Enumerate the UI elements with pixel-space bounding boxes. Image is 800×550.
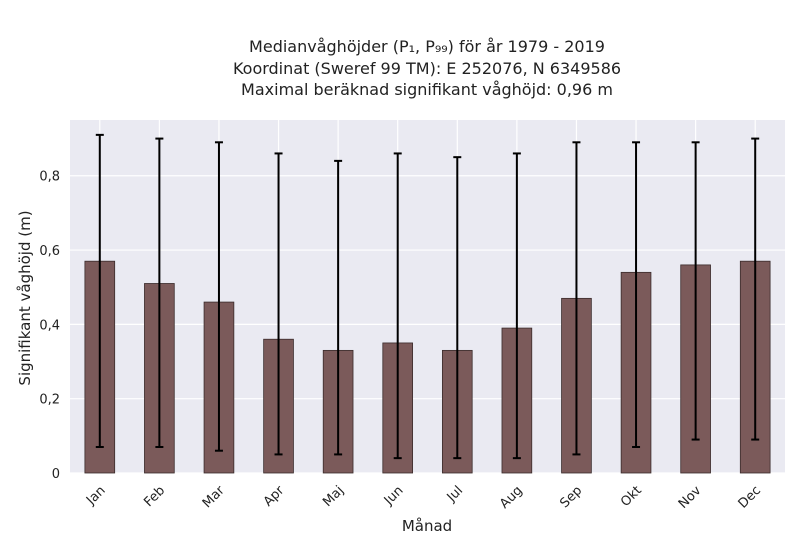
x-tick-label: Jul — [444, 483, 466, 505]
y-tick-labels: 0 0,2 0,4 0,6 0,8 — [39, 170, 60, 482]
y-tick-label: 0,8 — [39, 170, 60, 185]
x-tick-label: Nov — [676, 483, 705, 512]
y-tick-label: 0,6 — [39, 244, 60, 259]
x-tick-label: Dec — [736, 483, 764, 511]
x-axis-label: Månad — [402, 517, 452, 535]
error-bar-sep — [572, 141, 581, 456]
error-bar-jan — [95, 133, 104, 448]
y-axis-label: Signifikant våghöjd (m) — [16, 210, 34, 385]
error-bars — [95, 133, 760, 460]
error-bar-feb — [155, 137, 164, 448]
x-tick-label: Okt — [618, 483, 645, 510]
y-tick-label: 0 — [52, 467, 60, 482]
error-bar-apr — [274, 152, 283, 456]
error-bar-jun — [393, 152, 402, 460]
error-bar-nov — [691, 141, 700, 441]
x-tick-label: Jun — [381, 483, 407, 509]
y-tick-label: 0,2 — [39, 393, 60, 408]
title-line-1: Medianvåghöjder (P₁, P₉₉) för år 1979 - … — [249, 37, 605, 56]
title-line-3: Maximal beräknad signifikant våghöjd: 0,… — [241, 80, 613, 99]
x-tick-label: Sep — [557, 483, 585, 511]
error-bar-okt — [632, 141, 641, 448]
plot-area — [70, 120, 785, 473]
error-bar-jul — [453, 156, 462, 460]
x-tick-label: Maj — [320, 483, 347, 510]
x-tick-label: Mar — [200, 483, 228, 511]
x-tick-labels: Jan Feb Mar Apr Maj Jun Jul Aug Sep Okt Nov Dec — [83, 483, 764, 512]
y-tick-label: 0,4 — [39, 318, 60, 333]
error-bar-aug — [512, 152, 521, 460]
x-tick-label: Jan — [83, 483, 108, 508]
x-tick-label: Aug — [497, 483, 526, 512]
error-bar-dec — [751, 137, 760, 441]
title-line-2: Koordinat (Sweref 99 TM): E 252076, N 63… — [233, 59, 621, 78]
x-tick-label: Feb — [141, 483, 168, 510]
chart-title: Medianvåghöjder (P₁, P₉₉) för år 1979 - … — [233, 37, 621, 99]
error-bar-mar — [214, 141, 223, 452]
x-tick-label: Apr — [261, 483, 288, 510]
error-bar-maj — [334, 159, 343, 456]
